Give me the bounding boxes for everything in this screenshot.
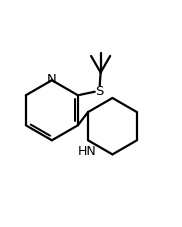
Text: S: S <box>96 85 104 98</box>
Text: HN: HN <box>78 144 96 157</box>
Text: N: N <box>47 73 57 86</box>
